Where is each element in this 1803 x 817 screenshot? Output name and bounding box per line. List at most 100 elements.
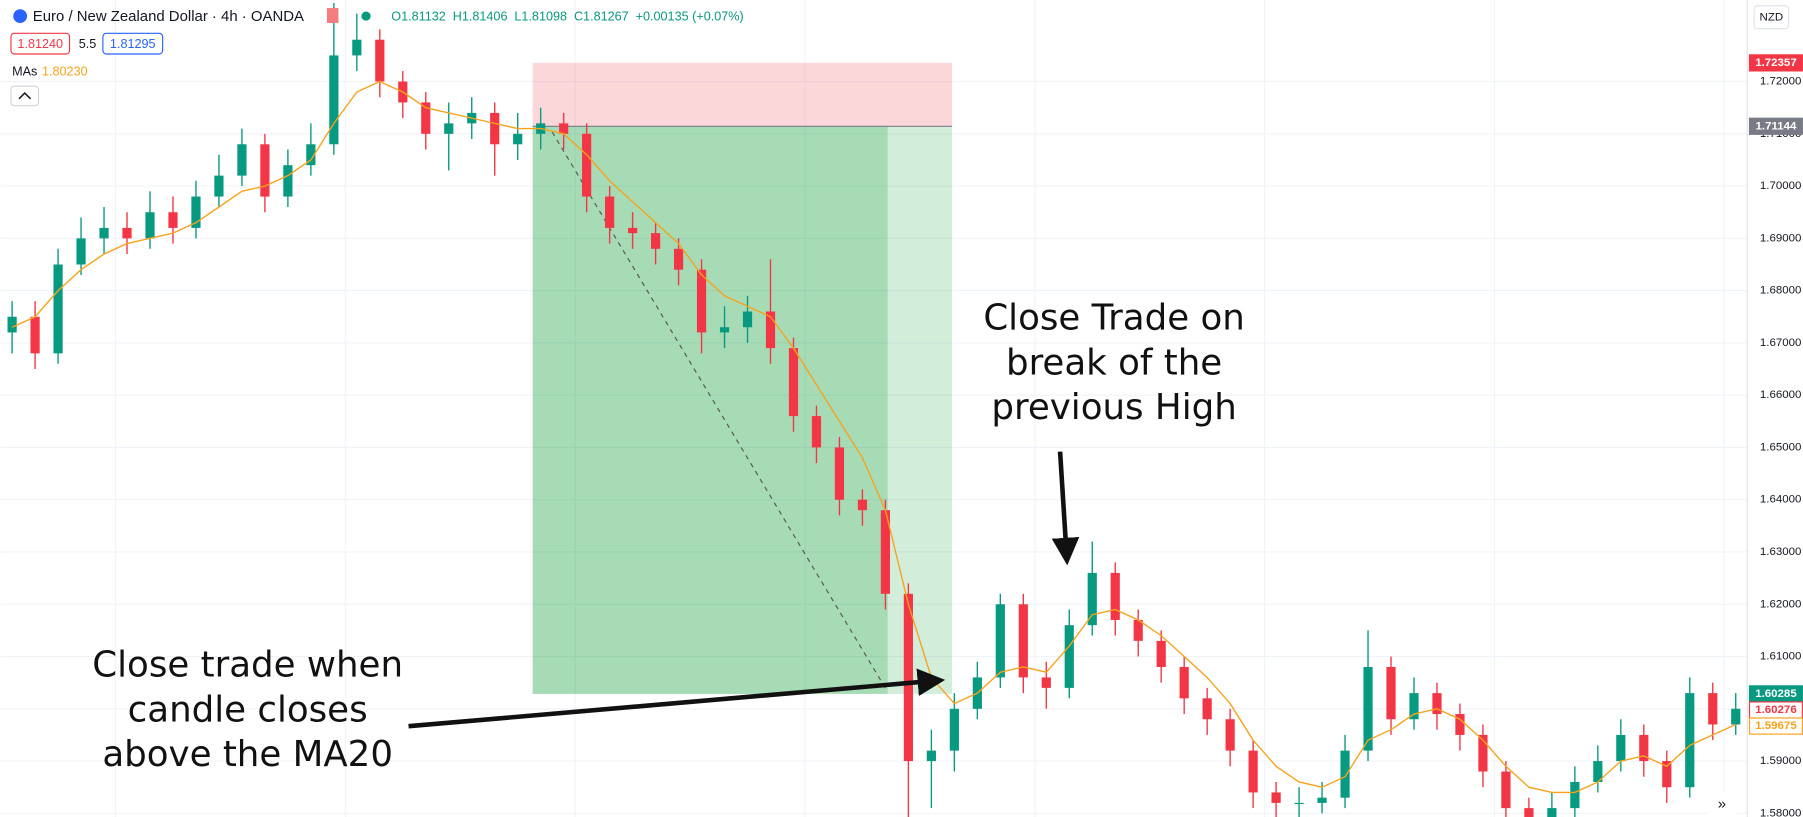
candle-body bbox=[1455, 714, 1465, 735]
candle-body bbox=[1156, 640, 1166, 667]
collapse-button[interactable] bbox=[10, 85, 40, 107]
annotation-arrow bbox=[408, 668, 946, 729]
y-tick-label: 1.63000 bbox=[1760, 546, 1802, 558]
y-tick-label: 1.67000 bbox=[1760, 337, 1802, 349]
candle-body bbox=[30, 316, 40, 354]
candle-body bbox=[1616, 734, 1626, 762]
candle-body bbox=[1110, 572, 1120, 620]
candle-body bbox=[605, 196, 615, 228]
ohlc-value: +0.00135 (+0.07%) bbox=[636, 10, 744, 24]
spread: 5.5 bbox=[79, 37, 97, 51]
candle-body bbox=[719, 327, 730, 333]
candle-body bbox=[145, 212, 155, 239]
price-label: 1.71144 bbox=[1756, 120, 1797, 132]
candle-body bbox=[76, 238, 86, 265]
candle-body bbox=[168, 212, 178, 228]
candle-body bbox=[788, 348, 799, 417]
candle-body bbox=[696, 269, 707, 333]
scroll-icon: » bbox=[1718, 795, 1726, 812]
bid-box[interactable] bbox=[10, 32, 71, 55]
ma-legend-name: MAs bbox=[12, 65, 37, 79]
candle-body bbox=[926, 750, 936, 762]
y-tick-label: 1.59000 bbox=[1760, 755, 1802, 767]
candle-body bbox=[1179, 666, 1189, 699]
candle-body bbox=[237, 144, 247, 176]
ask-price: 1.81295 bbox=[110, 37, 156, 51]
candle-body bbox=[1593, 761, 1603, 782]
y-tick-label: 1.58000 bbox=[1760, 807, 1802, 817]
candle-body bbox=[214, 175, 224, 197]
annotation-text: previous High bbox=[991, 387, 1236, 428]
stop-zone bbox=[532, 62, 953, 127]
candle-body bbox=[1133, 619, 1143, 641]
candle-body bbox=[1271, 792, 1281, 803]
y-tick-label: 1.69000 bbox=[1760, 232, 1802, 244]
trade-path bbox=[551, 131, 886, 689]
candle-body bbox=[1662, 761, 1672, 788]
candle-body bbox=[1409, 693, 1419, 720]
candle-body bbox=[1041, 677, 1051, 688]
candle-body bbox=[1064, 625, 1074, 688]
candle-body bbox=[765, 311, 776, 349]
candle-body bbox=[1202, 698, 1212, 720]
candles bbox=[7, 3, 1741, 817]
candle-body bbox=[513, 133, 523, 145]
candle-body bbox=[650, 233, 661, 249]
symbol-title: Euro / New Zealand Dollar · 4h · OANDA bbox=[33, 8, 304, 25]
candle-body bbox=[1386, 666, 1396, 720]
annotation-arrow bbox=[1051, 451, 1080, 566]
candle-body bbox=[995, 604, 1005, 678]
annotation-text: candle closes bbox=[128, 689, 368, 730]
candle-body bbox=[673, 248, 684, 270]
candle-body bbox=[628, 227, 638, 234]
candle-body bbox=[857, 499, 868, 511]
y-tick-label: 1.68000 bbox=[1760, 285, 1802, 297]
candle-body bbox=[490, 112, 500, 145]
candle-body bbox=[53, 264, 63, 354]
annotation-text: Close Trade on bbox=[983, 297, 1245, 338]
candle-body bbox=[1478, 734, 1488, 772]
candle-body bbox=[260, 144, 270, 197]
candle-body bbox=[283, 165, 293, 197]
price-label: 1.60285 bbox=[1755, 688, 1797, 700]
candle-body bbox=[1547, 808, 1557, 817]
candle-body bbox=[1570, 781, 1580, 809]
y-tick-label: 1.64000 bbox=[1760, 494, 1802, 506]
candle-body bbox=[1639, 734, 1649, 762]
position-tool bbox=[532, 62, 953, 694]
annotation-text: Close trade when bbox=[92, 644, 403, 685]
ask-box[interactable] bbox=[102, 32, 164, 55]
price-label: 1.59675 bbox=[1755, 720, 1797, 732]
y-tick-label: 1.70000 bbox=[1760, 180, 1802, 192]
candle-body bbox=[375, 39, 385, 82]
candle-body bbox=[1731, 708, 1741, 725]
price-label: 1.60276 bbox=[1755, 704, 1797, 716]
candle-body bbox=[559, 123, 569, 134]
candle-body bbox=[1248, 750, 1258, 793]
y-tick-label: 1.61000 bbox=[1760, 651, 1802, 663]
scroll-button[interactable] bbox=[1708, 791, 1736, 817]
candle-body bbox=[1294, 802, 1304, 805]
candle-body bbox=[1225, 719, 1235, 751]
candle-body bbox=[444, 123, 454, 134]
candle-body bbox=[1340, 750, 1350, 798]
ohlc-value: H1.81406 bbox=[453, 10, 508, 24]
symbol-icon bbox=[13, 9, 28, 23]
target-zone bbox=[532, 126, 953, 694]
ma-line bbox=[11, 80, 1737, 794]
ma-legend-value: 1.80230 bbox=[42, 65, 88, 79]
price-label-box bbox=[1748, 117, 1803, 135]
currency: NZD bbox=[1760, 11, 1784, 23]
ohlc-value: C1.81267 bbox=[574, 10, 629, 24]
y-tick-label: 1.65000 bbox=[1760, 441, 1802, 453]
candle-body bbox=[306, 144, 316, 166]
ohlc-value: O1.81132 bbox=[391, 10, 446, 24]
currency-box[interactable] bbox=[1753, 5, 1790, 30]
y-tick-label: 1.62000 bbox=[1760, 598, 1802, 610]
candle-body bbox=[811, 416, 822, 448]
candle-body bbox=[421, 102, 431, 134]
candle-body bbox=[329, 55, 339, 145]
